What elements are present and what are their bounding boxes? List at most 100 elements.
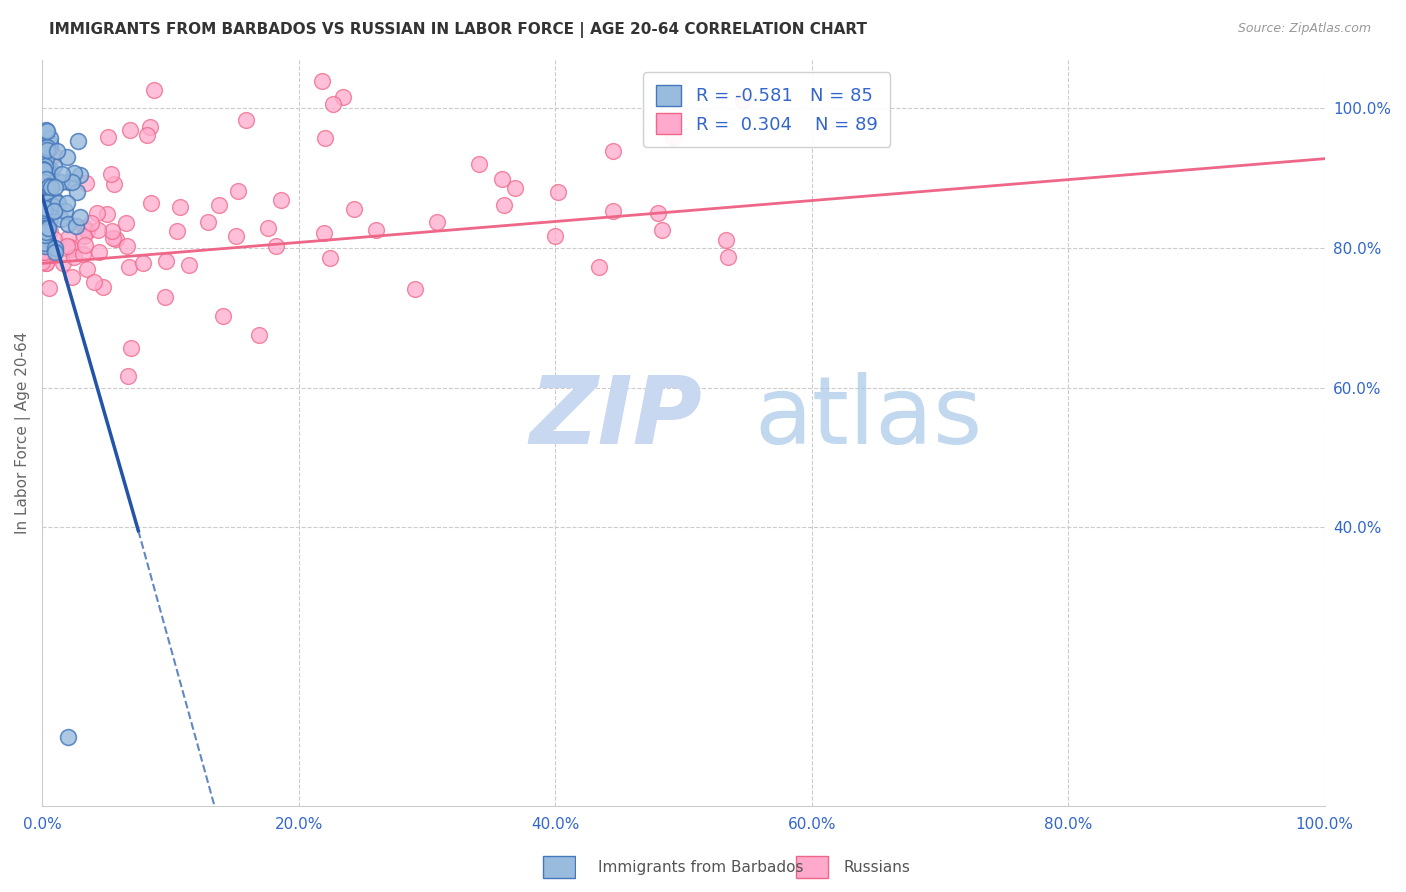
Point (212, 309, 235, 323)
Point (39, 131, 62, 145)
Point (65, 219, 87, 234)
Point (717, 250, 740, 264)
Point (37, 180, 59, 194)
Point (34, 226, 56, 240)
Point (226, 184, 249, 198)
Point (87, 222, 110, 236)
Point (44, 241, 66, 255)
Point (35, 179, 58, 194)
Point (76, 225, 98, 239)
Point (270, 193, 292, 207)
Point (38, 281, 60, 295)
Point (38, 212, 60, 227)
Point (35, 140, 58, 154)
Point (60, 176, 83, 190)
Text: Immigrants from Barbados: Immigrants from Barbados (598, 860, 803, 874)
Point (55, 239, 77, 253)
Point (69, 168, 91, 182)
Point (34, 176, 56, 190)
Point (52, 255, 75, 269)
Point (35, 123, 58, 137)
Point (73, 229, 96, 244)
Point (42, 199, 65, 213)
Point (661, 130, 683, 145)
Point (91, 280, 114, 294)
Point (139, 120, 162, 134)
Point (34, 231, 56, 245)
Point (60, 242, 83, 256)
Point (35, 199, 58, 213)
Point (118, 122, 141, 136)
Point (34, 205, 56, 219)
Point (34, 239, 56, 253)
Point (503, 181, 526, 195)
Point (101, 224, 124, 238)
Point (225, 229, 247, 244)
Point (39, 170, 62, 185)
Point (142, 83, 165, 97)
Point (97, 129, 120, 144)
Point (257, 221, 280, 235)
Point (32, 244, 55, 259)
Point (32, 167, 55, 181)
Point (38, 161, 60, 176)
Point (714, 233, 737, 247)
Point (31, 155, 53, 169)
Point (114, 217, 136, 231)
Point (731, 93, 754, 107)
Point (44, 202, 66, 217)
Point (44, 245, 66, 260)
Point (35, 255, 58, 269)
Point (75, 177, 97, 191)
Point (45, 194, 67, 208)
Point (42, 204, 65, 219)
Point (39, 175, 62, 189)
Text: atlas: atlas (754, 372, 983, 464)
Point (647, 206, 669, 220)
Point (80, 217, 103, 231)
Point (35, 151, 58, 165)
Point (37, 194, 59, 209)
Text: Source: ZipAtlas.com: Source: ZipAtlas.com (1237, 22, 1371, 36)
Point (35, 167, 58, 181)
Point (37, 220, 59, 235)
Point (492, 197, 515, 211)
Point (53, 204, 76, 219)
Point (38, 245, 60, 260)
Point (651, 223, 673, 237)
Point (76, 262, 98, 277)
Point (319, 251, 342, 265)
Point (544, 228, 567, 243)
Point (87, 245, 110, 260)
Point (39, 141, 62, 155)
Text: ZIP: ZIP (530, 372, 703, 464)
Point (35, 218, 58, 232)
Point (34, 229, 56, 244)
Point (73, 237, 96, 252)
Point (34, 141, 56, 155)
Y-axis label: In Labor Force | Age 20-64: In Labor Force | Age 20-64 (15, 332, 31, 534)
Point (35, 124, 58, 138)
Point (34, 170, 56, 185)
Point (343, 202, 366, 216)
Point (166, 224, 188, 238)
Point (602, 203, 624, 218)
Point (32, 203, 55, 218)
Point (96, 207, 118, 221)
Point (177, 258, 200, 272)
Point (83, 275, 105, 289)
Point (247, 328, 270, 343)
Point (34, 201, 56, 215)
Point (314, 226, 336, 240)
Point (37, 195, 59, 210)
Point (31, 255, 53, 269)
Point (51, 175, 73, 189)
Point (56, 150, 79, 164)
Point (38, 179, 60, 194)
Point (39, 136, 62, 150)
Point (32, 235, 55, 250)
Point (155, 290, 177, 304)
Point (105, 232, 128, 246)
Point (46, 196, 69, 211)
Point (155, 254, 177, 268)
